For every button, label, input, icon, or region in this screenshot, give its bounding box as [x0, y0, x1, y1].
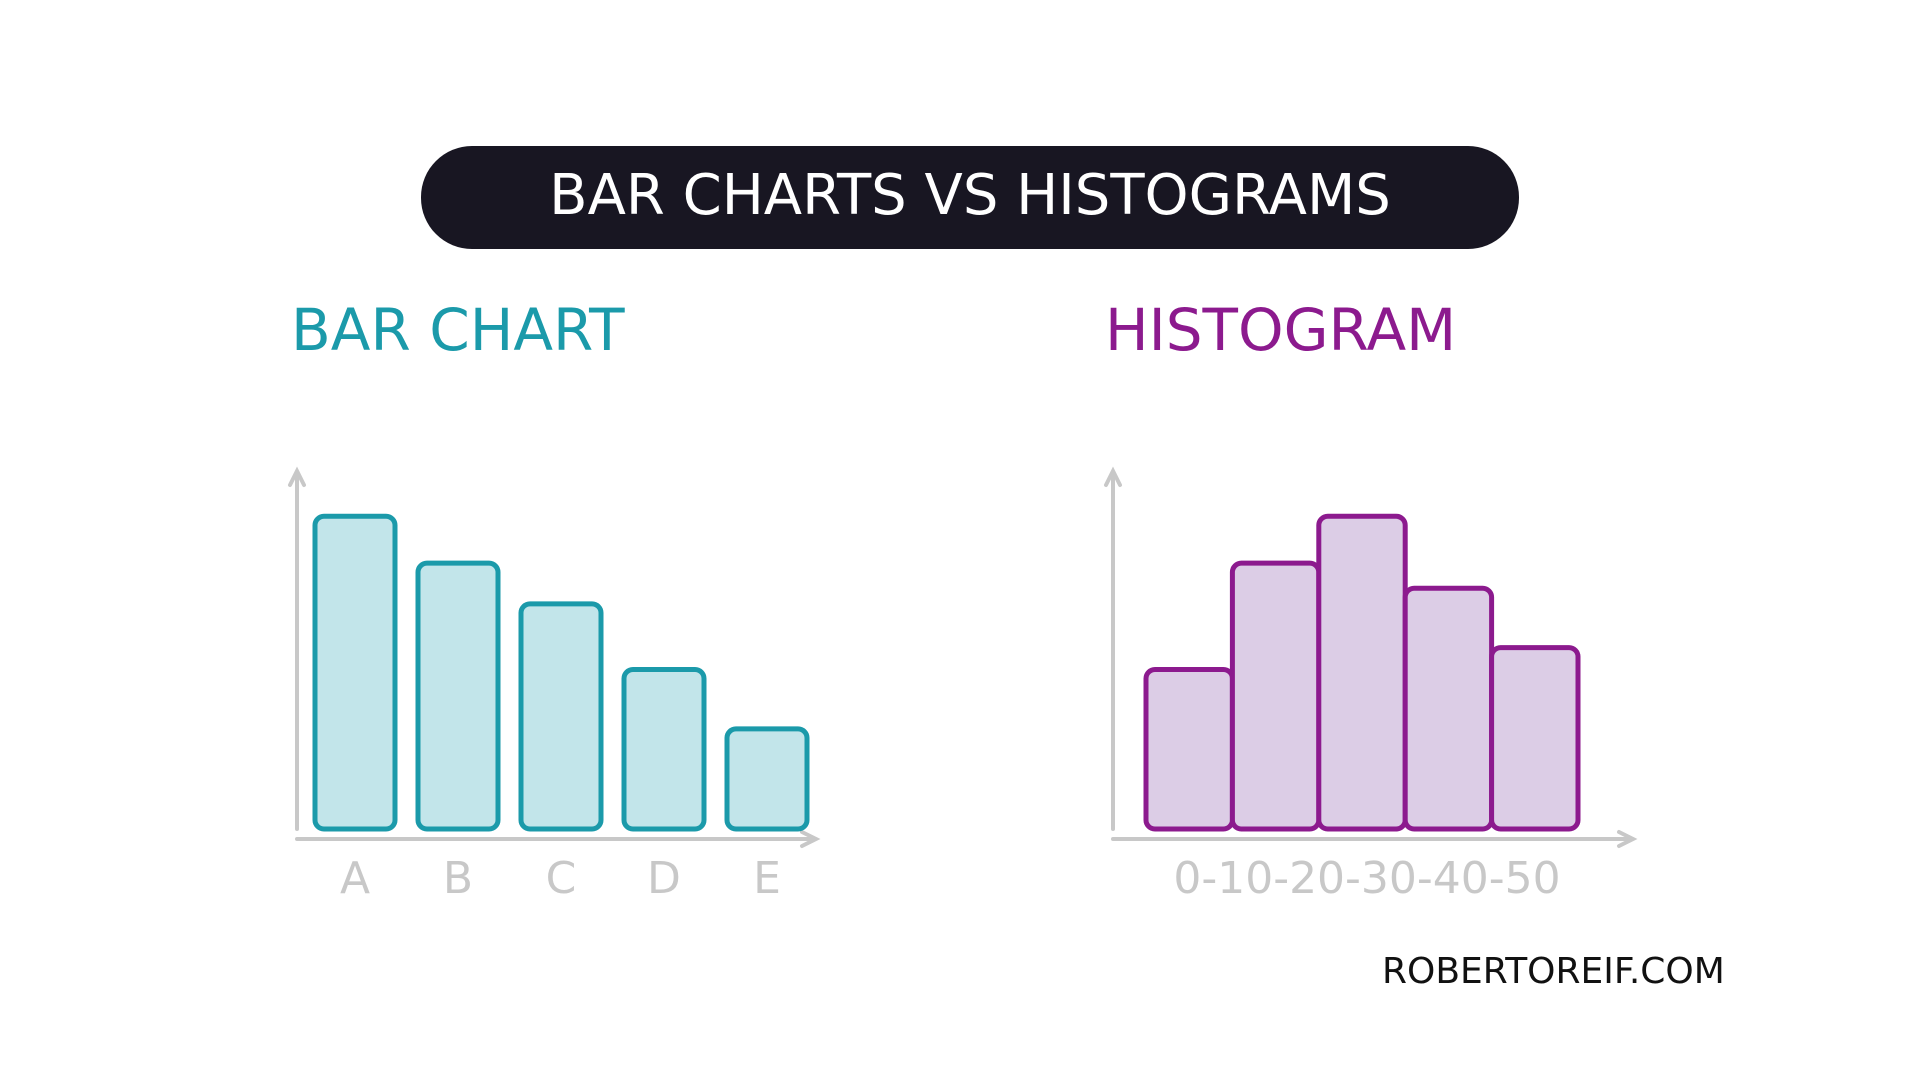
x-tick-label: D: [647, 853, 681, 904]
chart-title: HISTOGRAM: [1105, 296, 1456, 364]
histogram-bar: [1489, 645, 1581, 832]
y-axis: [288, 466, 306, 831]
x-axis: [295, 830, 821, 848]
x-tick-label: B: [443, 853, 473, 904]
histogram-bar: [1402, 585, 1495, 832]
bar: [621, 667, 707, 832]
histogram-bar: [1229, 560, 1322, 832]
bar: [724, 726, 810, 832]
title-pill: [421, 146, 1519, 249]
y-axis: [1104, 466, 1122, 831]
bar: [415, 560, 501, 832]
x-tick-label: C: [546, 853, 577, 904]
histogram-bar: [1143, 667, 1235, 832]
x-axis: [1111, 830, 1638, 848]
main-title: BAR CHARTS VS HISTOGRAMS: [549, 163, 1391, 228]
x-axis-labels: 0-10-20-30-40-50: [1173, 853, 1560, 904]
x-tick-label: A: [340, 853, 370, 904]
chart-title: BAR CHART: [291, 296, 625, 364]
bar: [518, 601, 604, 832]
histogram-bar: [1316, 513, 1408, 832]
footer: ROBERTOREIF.COM: [1382, 951, 1725, 992]
x-tick-label: E: [753, 853, 781, 904]
bar: [312, 513, 398, 832]
